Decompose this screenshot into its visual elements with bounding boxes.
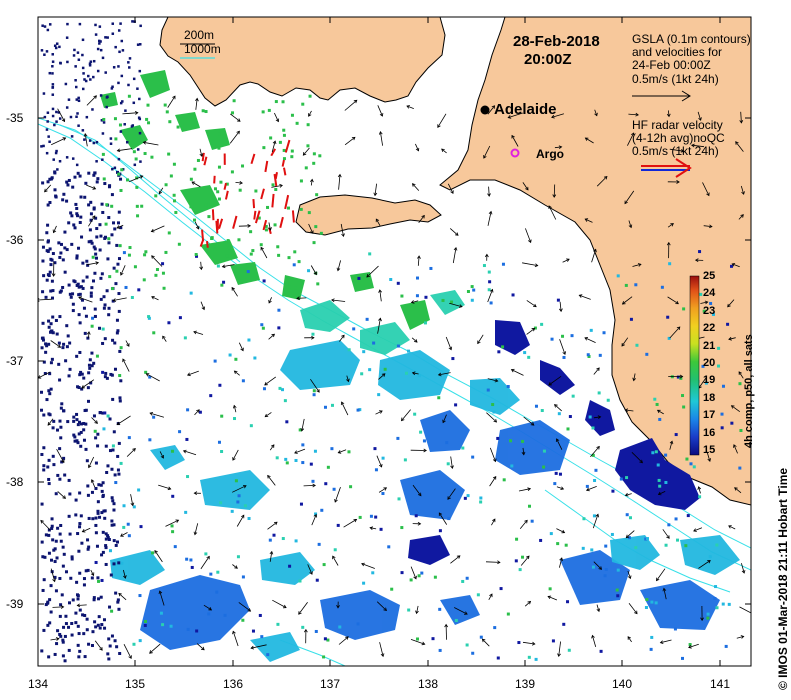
gsla-legend-line1: GSLA (0.1m contours)	[632, 32, 751, 46]
hf-legend-arrow	[641, 158, 692, 178]
credit-text: © IMOS 01-Mar-2018 21:11 Hobart Time	[776, 467, 790, 690]
colorbar-tick-label: 20	[703, 357, 716, 369]
gsla-legend-line3: 24-Feb 00:00Z	[632, 58, 711, 72]
plot-frame	[37, 16, 752, 667]
y-tick-label: -37	[6, 354, 24, 368]
y-tick-label: -38	[6, 475, 24, 489]
colorbar-tick-label: 18	[703, 391, 716, 404]
y-tick-label: -36	[6, 233, 24, 247]
x-tick-label: 141	[710, 677, 731, 691]
hf-legend-line2: (4-12h avg)noQC	[632, 131, 725, 145]
x-tick-label: 135	[125, 677, 146, 691]
colorbar-tick-label: 21	[703, 339, 716, 352]
map-date: 28-Feb-2018	[513, 33, 600, 50]
gsla-legend-line2: and velocities for	[632, 45, 723, 59]
y-tick-label: -35	[6, 111, 24, 125]
hf-legend-line3: 0.5m/s (1kt 24h)	[632, 144, 719, 158]
sst-green-patches	[100, 70, 430, 330]
colorbar-tick-label: 17	[703, 409, 716, 422]
colorbar-tick-label: 22	[703, 322, 716, 335]
sst-blue-patches	[140, 410, 720, 650]
contour-legend-label-1000m: 1000m	[184, 42, 221, 56]
colorbar	[689, 275, 700, 456]
argo-marker	[510, 148, 520, 158]
colorbar-tick-label: 19	[703, 374, 716, 387]
land-mass	[159, 17, 751, 506]
city-label-adelaide: Adelaide	[494, 101, 557, 118]
x-tick-label: 134	[28, 677, 49, 691]
x-tick-label: 140	[612, 677, 633, 691]
x-tick-label: 137	[320, 677, 341, 691]
contour-legend-label-200m: 200m	[184, 28, 215, 42]
axis-ticks	[37, 17, 751, 666]
y-tick-label: -39	[6, 597, 24, 611]
gsla-legend-line4: 0.5m/s (1kt 24h)	[632, 72, 719, 86]
colorbar-tick-label: 24	[703, 287, 716, 300]
hf-radar-arrows	[199, 139, 295, 248]
x-tick-label: 139	[515, 677, 536, 691]
colorbar-tick-label: 23	[703, 304, 716, 317]
argo-label: Argo	[536, 147, 564, 161]
hf-legend-line1: HF radar velocity	[632, 118, 723, 132]
x-tick-label: 138	[418, 677, 439, 691]
map-time: 20:00Z	[524, 51, 572, 68]
colorbar-tick-label: 15	[703, 444, 716, 456]
sst-speckle	[40, 20, 743, 663]
colorbar-title: 4h comp, p50, all sats	[743, 334, 755, 448]
x-tick-label: 136	[223, 677, 244, 691]
gsla-legend-arrow	[632, 90, 691, 102]
adelaide-marker	[480, 105, 490, 115]
colorbar-tick-label: 25	[703, 270, 716, 282]
colorbar-tick-label: 16	[703, 426, 716, 439]
